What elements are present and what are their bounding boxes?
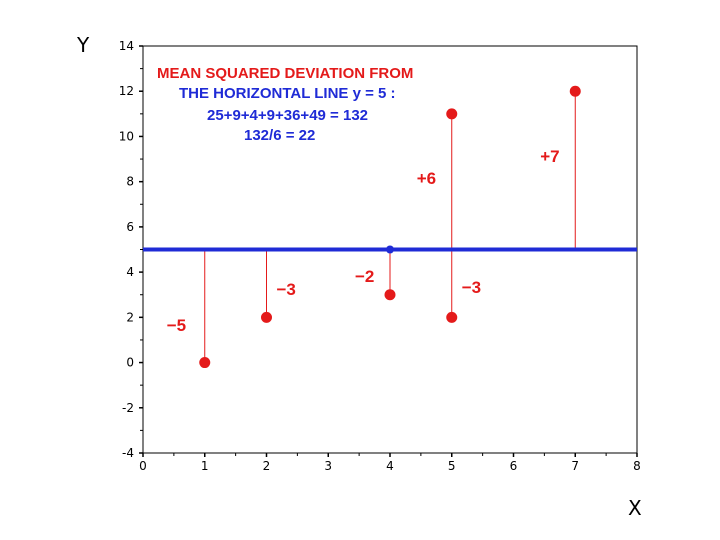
x-tick-label: 7: [571, 459, 579, 473]
deviation-label: −2: [355, 266, 375, 286]
data-point: [199, 357, 211, 369]
deviation-label: +7: [540, 147, 560, 167]
deviation-label: −3: [276, 280, 296, 300]
y-tick-label: 14: [119, 39, 134, 53]
x-axis-title: X: [628, 496, 642, 520]
y-tick-label: 0: [126, 356, 134, 370]
y-tick-label: 4: [126, 265, 134, 279]
y-tick-label: -2: [122, 401, 134, 415]
y-axis-title: Y: [77, 33, 90, 57]
y-tick-label: 12: [119, 84, 134, 98]
horizontal-line-marker: [386, 245, 394, 254]
deviation-label: +6: [416, 169, 437, 189]
y-tick-label: 8: [126, 175, 134, 189]
data-point: [569, 85, 581, 97]
data-point: [446, 108, 458, 120]
y-tick-label: 10: [119, 129, 134, 143]
x-tick-label: 8: [633, 459, 641, 473]
deviation-label: −3: [461, 277, 482, 297]
y-tick-label: -4: [122, 446, 134, 460]
x-tick-label: 3: [324, 459, 332, 473]
y-tick-label: 2: [126, 310, 134, 324]
data-point: [384, 289, 396, 301]
x-tick-label: 1: [201, 459, 209, 473]
annotation-line-1: MEAN SQUARED DEVIATION FROM: [157, 65, 414, 82]
x-tick-label: 5: [448, 459, 456, 473]
x-tick-label: 4: [386, 459, 394, 473]
data-point: [261, 311, 272, 323]
deviation-label: −5: [166, 316, 187, 336]
x-tick-label: 0: [139, 459, 147, 473]
annotation-line-2: THE HORIZONTAL LINE y = 5 :: [179, 85, 396, 102]
annotation-line-4: 132/6 = 22: [244, 127, 316, 144]
x-tick-label: 6: [510, 459, 518, 473]
x-tick-label: 2: [263, 459, 271, 473]
y-tick-label: 6: [126, 220, 134, 234]
annotation-line-3: 25+9+4+9+36+49 = 132: [207, 107, 369, 124]
data-point: [446, 311, 458, 323]
